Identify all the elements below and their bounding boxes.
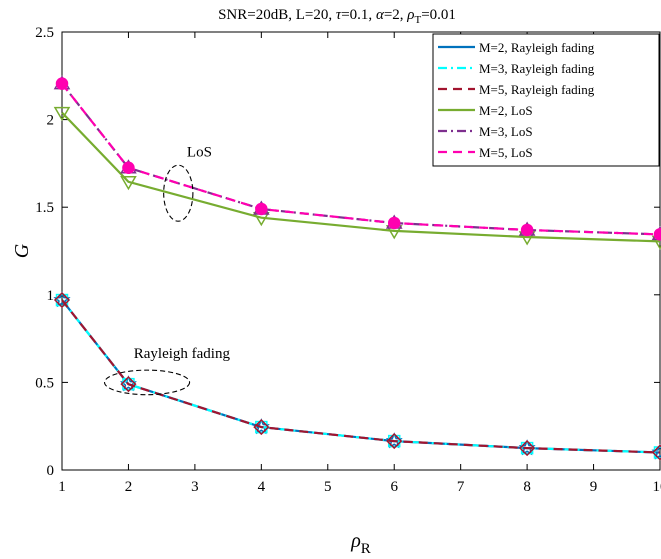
series-line xyxy=(62,300,660,452)
title-part: SNR=20dB, L=20, xyxy=(218,7,336,23)
x-tick-label: 9 xyxy=(590,479,598,495)
legend-label: M=3, LoS xyxy=(479,124,533,139)
x-axis-symbol: ρ xyxy=(350,530,361,552)
marker-circle xyxy=(655,229,661,240)
marker-circle xyxy=(389,217,400,228)
x-tick-label: 8 xyxy=(523,479,531,495)
series-2 xyxy=(57,295,661,458)
x-tick-label: 5 xyxy=(324,479,332,495)
y-tick-label: 0 xyxy=(47,463,55,479)
series-1 xyxy=(55,293,661,458)
y-tick-label: 0.5 xyxy=(35,375,54,391)
x-tick-label: 7 xyxy=(457,479,465,495)
title-rho: ρ xyxy=(406,7,414,23)
x-tick-label: 4 xyxy=(258,479,266,495)
marker-circle xyxy=(123,162,134,173)
annotation-label: LoS xyxy=(187,144,212,160)
legend-label: M=2, LoS xyxy=(479,103,533,118)
marker-circle xyxy=(256,203,267,214)
series-line xyxy=(62,300,660,452)
legend-label: M=5, LoS xyxy=(479,145,533,160)
y-tick-label: 2 xyxy=(47,113,55,129)
x-axis-label: ρR xyxy=(350,530,371,554)
legend-label: M=2, Rayleigh fading xyxy=(479,40,595,55)
x-tick-label: 3 xyxy=(191,479,199,495)
series-line xyxy=(62,300,660,452)
legend-label: M=3, Rayleigh fading xyxy=(479,61,595,76)
y-tick-label: 2.5 xyxy=(35,25,54,41)
title-part: =2, xyxy=(384,7,407,23)
legend: M=2, Rayleigh fading M=3, Rayleigh fading… xyxy=(433,34,659,166)
title-part: =0.01 xyxy=(421,7,456,23)
x-tick-label: 10 xyxy=(653,479,661,495)
y-axis-label: G xyxy=(11,243,33,258)
y-tick-label: 1 xyxy=(47,288,55,304)
chart-title: SNR=20dB, L=20, τ=0.1, α=2, ρT=0.01 xyxy=(218,7,456,26)
marker-circle xyxy=(57,78,68,89)
x-tick-label: 6 xyxy=(390,479,398,495)
y-tick-label: 1.5 xyxy=(35,200,54,216)
x-tick-label: 2 xyxy=(125,479,133,495)
x-tick-label: 1 xyxy=(58,479,66,495)
title-part: =0.1, xyxy=(341,7,376,23)
marker-circle xyxy=(522,224,533,235)
x-axis-subscript: R xyxy=(361,541,371,554)
legend-label: M=5, Rayleigh fading xyxy=(479,82,595,97)
annotation-label: Rayleigh fading xyxy=(134,346,231,362)
series-3 xyxy=(55,293,661,459)
